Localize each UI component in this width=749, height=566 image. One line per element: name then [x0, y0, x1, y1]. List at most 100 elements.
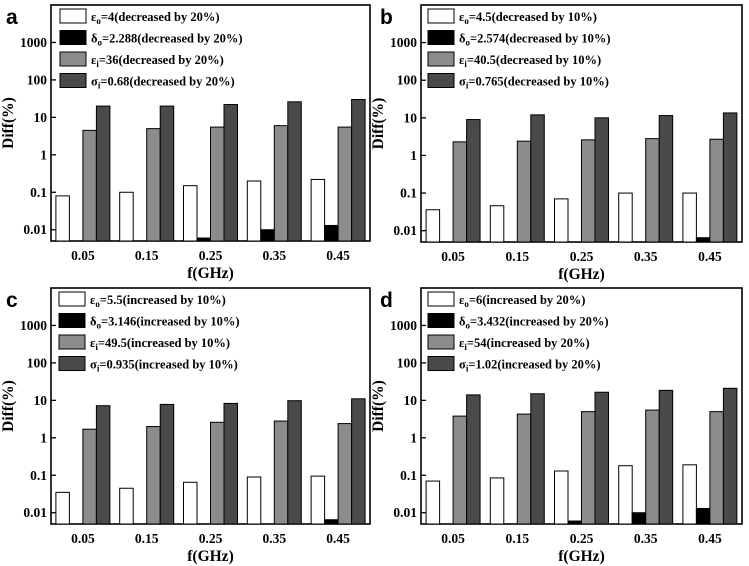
bar-white-bar [489, 205, 505, 243]
legend-entry: δo=2.574(decreased by 10%) [459, 32, 611, 48]
legend-entry: σi=0.765(decreased by 10%) [459, 75, 609, 91]
x-tick-label: 0.35 [262, 531, 286, 546]
legend-entry: σi=1.02(increased by 20%) [459, 358, 601, 374]
legend-entry: δo=3.432(increased by 20%) [459, 315, 608, 331]
legend-entry: εi=36(decreased by 20%) [91, 53, 224, 69]
bar-white-bar [55, 491, 70, 525]
x-tick-label: 0.35 [262, 248, 286, 263]
bar-white-bar [425, 480, 441, 525]
y-tick-label: 0.01 [23, 505, 47, 520]
bar-light-gray-bar [273, 125, 289, 242]
y-tick-label: 100 [397, 355, 418, 370]
y-tick-label: 100 [27, 355, 48, 370]
bar-light-gray-bar [709, 411, 724, 525]
x-tick-label: 0.25 [570, 249, 594, 264]
bar-dark-gray-bar [594, 117, 609, 243]
bar-black-bar [567, 520, 582, 525]
bar-dark-gray-bar [287, 101, 302, 242]
panel-label: a [6, 6, 18, 29]
y-tick-label: 1 [40, 430, 47, 445]
bar-dark-gray-bar [223, 402, 238, 525]
panel-label: b [380, 6, 393, 29]
legend-entry: σi=0.935(increased by 10%) [90, 358, 238, 374]
bar-light-gray-bar [645, 138, 660, 243]
bar-dark-gray-bar [722, 387, 738, 525]
bar-black-bar [631, 512, 647, 525]
x-tick-label: 0.15 [135, 248, 159, 263]
legend-entry: εi=54(increased by 20%) [459, 336, 590, 352]
legend-swatch-dark-gray-bar [58, 356, 86, 371]
y-tick-label: 0.01 [23, 222, 47, 237]
bar-light-gray-bar [709, 138, 724, 243]
legend: εo=5.5(increased by 10%) δo=3.146(increas… [58, 291, 239, 374]
y-tick-label: 0.01 [393, 505, 417, 520]
legend-entry: εo=4(decreased by 20%) [91, 10, 220, 26]
bar-black-bar [260, 229, 275, 242]
bar-light-gray-bar [82, 428, 97, 525]
y-tick-label: 1000 [20, 318, 47, 333]
legend-swatch-white-bar [59, 8, 87, 24]
legend-entry: δo=2.288(decreased by 20%) [91, 32, 243, 48]
bar-dark-gray-bar [159, 403, 175, 525]
bar-white-bar [55, 195, 70, 242]
bar-white-bar [119, 191, 134, 242]
x-tick-label: 0.45 [698, 531, 722, 546]
panel-b: b 0.01 0.1 1 10 100 1000 0.05 0.15 0.25 0.35 0.45 f(… [370, 4, 743, 283]
bar-dark-gray-bar [530, 393, 545, 525]
legend: εo=6(increased by 20%) δo=3.432(increased… [427, 291, 608, 374]
legend-swatch-light-gray-bar [427, 51, 455, 67]
bar-white-bar [246, 476, 262, 525]
y-axis-title: Diff(%) [370, 98, 387, 150]
legend-entry: εi=40.5(decreased by 10%) [459, 53, 601, 69]
x-axis-title: f(GHz) [187, 548, 233, 565]
bar-dark-gray-bar [530, 114, 545, 243]
panel-label: d [380, 289, 393, 312]
y-tick-label: 1 [410, 148, 417, 163]
legend-entry: εo=4.5(decreased by 10%) [459, 10, 597, 26]
y-tick-label: 100 [397, 73, 418, 88]
x-axis-title: f(GHz) [558, 266, 604, 283]
bar-dark-gray-bar [722, 112, 738, 243]
y-axis-title: Diff(%) [0, 97, 17, 149]
legend-swatch-white-bar [427, 8, 455, 24]
bar-white-bar [310, 475, 326, 525]
bar-light-gray-bar [452, 415, 468, 525]
legend: εo=4(decreased by 20%) δo=2.288(decreased… [59, 8, 243, 91]
bar-light-gray-bar [581, 411, 596, 525]
bar-light-gray-bar [581, 139, 596, 243]
y-tick-label: 1000 [390, 35, 417, 50]
bar-white-bar [425, 209, 441, 243]
bar-dark-gray-bar [466, 119, 481, 243]
y-axis-title: Diff(%) [0, 380, 17, 432]
y-tick-label: 1 [40, 147, 47, 162]
x-tick-label: 0.15 [505, 531, 529, 546]
y-tick-label: 0.1 [400, 468, 417, 483]
panel-a: a 0.01 0.1 1 10 100 1000 0.05 0.15 0.25 0.35 0.45 f(… [0, 4, 371, 282]
bar-dark-gray-bar [159, 105, 175, 242]
legend-swatch-black-bar [427, 30, 455, 45]
bar-light-gray-bar [210, 126, 225, 242]
bar-light-gray-bar [645, 409, 660, 525]
bar-black-bar [695, 507, 711, 525]
bar-dark-gray-bar [658, 389, 674, 525]
bar-black-bar [324, 519, 339, 525]
x-tick-label: 0.45 [326, 248, 350, 263]
legend-swatch-dark-gray-bar [427, 73, 455, 88]
x-tick-label: 0.25 [570, 531, 594, 546]
legend-swatch-dark-gray-bar [427, 356, 455, 371]
bar-black-bar [324, 224, 339, 242]
bar-light-gray-bar [452, 141, 468, 243]
bar-white-bar [618, 465, 633, 525]
x-tick-label: 0.45 [698, 249, 722, 264]
bar-light-gray-bar [146, 426, 161, 525]
legend-swatch-black-bar [58, 313, 86, 328]
y-tick-label: 100 [27, 72, 48, 87]
bar-white-bar [554, 198, 569, 243]
x-tick-label: 0.45 [326, 531, 350, 546]
y-tick-label: 1 [410, 430, 417, 445]
x-tick-label: 0.15 [135, 531, 159, 546]
x-tick-label: 0.05 [441, 531, 465, 546]
x-tick-label: 0.25 [199, 248, 223, 263]
bar-light-gray-bar [516, 413, 532, 525]
